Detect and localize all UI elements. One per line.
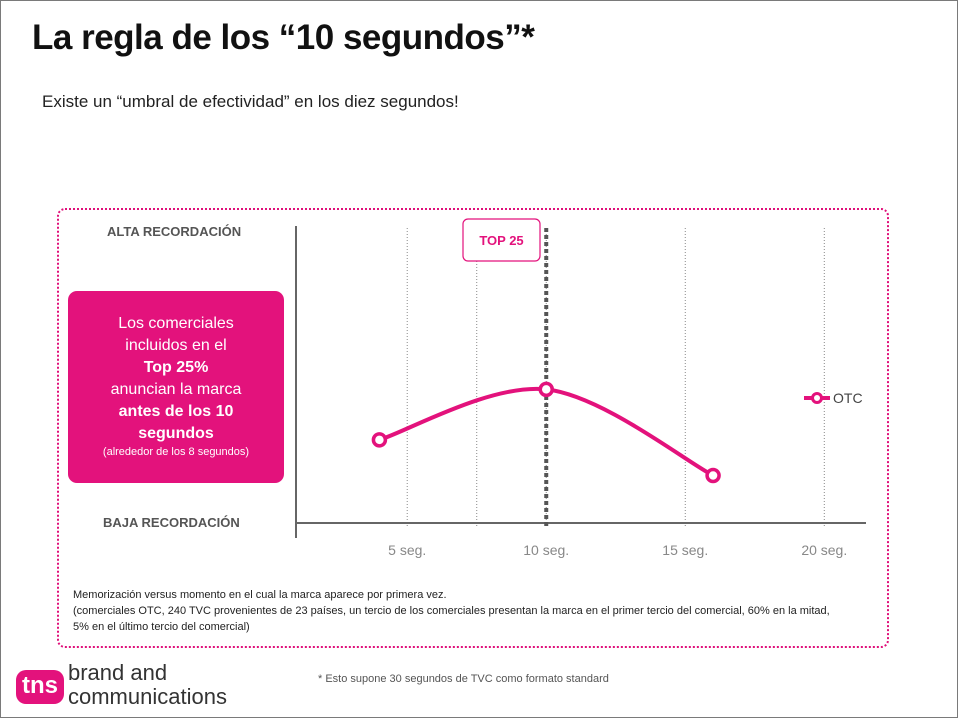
y-axis-bottom-label: BAJA RECORDACIÓN — [103, 515, 240, 530]
callout-line-1: Los comerciales — [118, 315, 234, 332]
chart-gridlines — [406, 228, 825, 528]
callout-line-4: anuncian la marca — [110, 381, 242, 398]
data-point — [705, 467, 721, 484]
threshold-group: TOP 25 — [462, 218, 549, 528]
x-tick-label: 10 seg. — [523, 542, 569, 558]
note-line-2: (comerciales OTC, 240 TVC provenientes d… — [73, 605, 830, 633]
x-tick-label: 5 seg. — [388, 542, 426, 558]
x-tick-label: 15 seg. — [662, 542, 708, 558]
logo-text: brand and communications — [68, 661, 227, 709]
data-point — [371, 432, 388, 448]
callout-line-7: (alrededor de los 8 segundos) — [102, 446, 250, 458]
callout-line-3: Top 25% — [143, 359, 209, 376]
legend-marker — [811, 392, 823, 404]
note-line-1: Memorización versus momento en el cual l… — [73, 589, 447, 601]
threshold-label: TOP 25 — [479, 233, 523, 248]
threshold-label-box — [462, 218, 541, 262]
chart-note: Memorización versus momento en el cual l… — [73, 587, 843, 635]
callout-line-2: incluidos en el — [125, 337, 227, 354]
data-point — [538, 381, 554, 398]
footnote: * Esto supone 30 segundos de TVC como fo… — [318, 673, 609, 685]
slide-title: La regla de los “10 segundos”* — [32, 18, 535, 57]
legend-label: OTC — [833, 390, 863, 406]
legend: OTC — [804, 390, 863, 406]
tns-logo-mark: tns — [16, 670, 64, 704]
callout-line-6: segundos — [138, 425, 214, 442]
logo-line-1: brand and — [68, 660, 168, 685]
chart-panel — [57, 208, 889, 648]
y-axis-top-label: ALTA RECORDACIÓN — [107, 224, 242, 239]
series-group — [371, 381, 721, 484]
x-tick-label: 20 seg. — [801, 542, 847, 558]
top25-callout: Los comerciales incluidos en el Top 25% … — [68, 291, 284, 483]
x-tick-labels: 5 seg. 10 seg. 15 seg. 20 seg. — [388, 542, 847, 558]
slide-subtitle: Existe un “umbral de efectividad” en los… — [42, 92, 459, 111]
callout-line-5: antes de los 10 — [118, 403, 234, 420]
logo-line-2: communications — [68, 684, 227, 709]
